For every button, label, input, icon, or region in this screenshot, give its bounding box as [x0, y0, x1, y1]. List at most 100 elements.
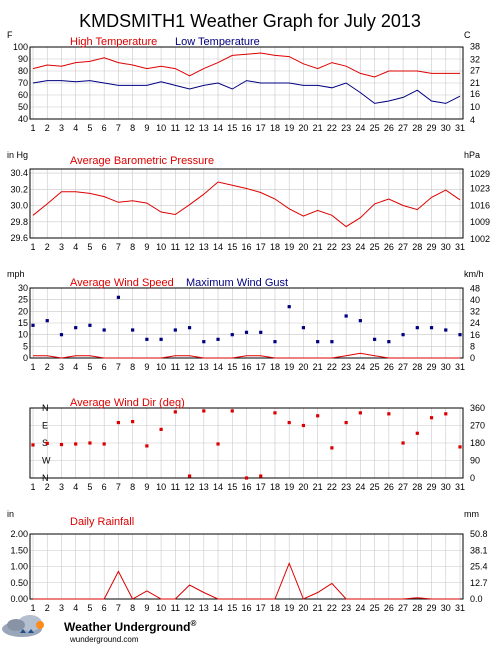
logo-cloud-icon	[2, 615, 44, 637]
x-tick-label: 27	[398, 123, 408, 133]
data-point	[145, 444, 149, 448]
x-tick-label: 1	[30, 123, 35, 133]
x-tick-label: 8	[130, 242, 135, 252]
y-tick-label-left: 100	[13, 42, 28, 52]
series-maximum-wind-gust	[31, 295, 462, 344]
data-point	[59, 333, 64, 337]
x-tick-label: 20	[298, 482, 308, 492]
x-tick-label: 25	[370, 603, 380, 613]
y-tick-label-right: 24	[470, 318, 480, 328]
y-tick-label-left: 30.4	[10, 168, 28, 178]
x-tick-label: 7	[116, 123, 121, 133]
data-point	[401, 441, 405, 445]
x-tick-label: 16	[241, 362, 251, 372]
x-tick-label: 17	[256, 123, 266, 133]
x-tick-label: 10	[156, 482, 166, 492]
x-tick-label: 21	[313, 123, 323, 133]
y-tick-label-right: 1016	[470, 201, 490, 211]
data-point	[358, 411, 362, 415]
x-tick-label: 24	[355, 482, 365, 492]
data-point	[401, 333, 405, 337]
y-tick-label-right: 0	[470, 353, 475, 363]
x-tick-label: 20	[298, 123, 308, 133]
x-tick-label: 7	[116, 603, 121, 613]
x-tick-label: 12	[185, 362, 195, 372]
y-tick-label-left: S	[42, 438, 48, 448]
y-tick-label-left: 0.00	[10, 594, 28, 604]
series-average-wind-dir-deg-	[31, 409, 462, 480]
data-point	[259, 474, 263, 478]
x-tick-label: 15	[227, 123, 237, 133]
x-tick-label: 15	[227, 603, 237, 613]
y-tick-label-right: 21	[470, 78, 480, 88]
x-tick-label: 9	[144, 123, 149, 133]
unit-label-left: mph	[7, 269, 25, 279]
x-tick-label: 8	[130, 123, 135, 133]
x-tick-label: 7	[116, 362, 121, 372]
x-tick-label: 20	[298, 362, 308, 372]
x-tick-label: 3	[59, 603, 64, 613]
data-point	[145, 337, 149, 341]
x-tick-label: 14	[213, 603, 223, 613]
x-tick-label: 15	[227, 482, 237, 492]
unit-label-right: hPa	[464, 150, 480, 160]
x-tick-label: 11	[171, 603, 180, 613]
data-point	[202, 340, 206, 344]
data-point	[415, 431, 419, 435]
data-point	[159, 337, 163, 341]
x-tick-label: 31	[455, 362, 465, 372]
y-tick-label-right: 1023	[470, 183, 490, 193]
y-tick-label-right: 0	[470, 473, 475, 483]
y-tick-label-right: 48	[470, 283, 480, 293]
x-tick-label: 23	[341, 362, 351, 372]
data-point	[273, 340, 277, 344]
data-point	[131, 328, 135, 332]
y-tick-label-left: 50	[18, 102, 28, 112]
data-point	[373, 337, 377, 341]
data-point	[45, 319, 49, 323]
x-tick-label: 14	[213, 362, 223, 372]
x-tick-label: 15	[227, 242, 237, 252]
x-tick-label: 13	[199, 123, 209, 133]
data-point	[429, 326, 434, 330]
unit-label-right: mm	[464, 509, 479, 519]
x-tick-label: 22	[327, 362, 337, 372]
x-tick-label: 11	[171, 362, 180, 372]
x-tick-label: 10	[156, 362, 166, 372]
x-tick-label: 23	[341, 603, 351, 613]
x-tick-label: 11	[171, 123, 180, 133]
data-point	[273, 411, 277, 415]
x-tick-label: 21	[313, 242, 323, 252]
x-tick-label: 2	[45, 242, 50, 252]
y-tick-label-right: 27	[470, 65, 480, 75]
data-point	[102, 328, 106, 332]
y-tick-label-left: E	[42, 421, 48, 431]
data-point	[74, 442, 78, 446]
y-tick-label-right: 38	[470, 42, 480, 52]
x-tick-label: 13	[199, 242, 209, 252]
unit-label-right: C	[464, 30, 471, 40]
x-tick-label: 24	[355, 242, 365, 252]
x-tick-label: 29	[427, 242, 437, 252]
x-tick-label: 12	[185, 603, 195, 613]
x-tick-label: 5	[87, 362, 92, 372]
x-tick-label: 31	[455, 603, 465, 613]
x-tick-label: 11	[171, 482, 180, 492]
y-tick-label-right: 50.8	[470, 529, 488, 539]
y-tick-label-left: 1.50	[10, 545, 28, 555]
data-point	[88, 323, 92, 327]
data-point	[88, 441, 92, 445]
x-tick-label: 30	[441, 123, 451, 133]
x-tick-label: 26	[384, 123, 394, 133]
unit-label-right: km/h	[464, 269, 484, 279]
y-tick-label-right: 16	[470, 89, 480, 99]
x-tick-label: 12	[185, 123, 195, 133]
unit-label-left: in	[7, 509, 14, 519]
data-point	[31, 323, 35, 327]
x-tick-label: 27	[398, 482, 408, 492]
x-tick-label: 9	[144, 242, 149, 252]
x-tick-label: 12	[185, 482, 195, 492]
x-tick-label: 21	[313, 362, 323, 372]
x-tick-label: 5	[87, 603, 92, 613]
